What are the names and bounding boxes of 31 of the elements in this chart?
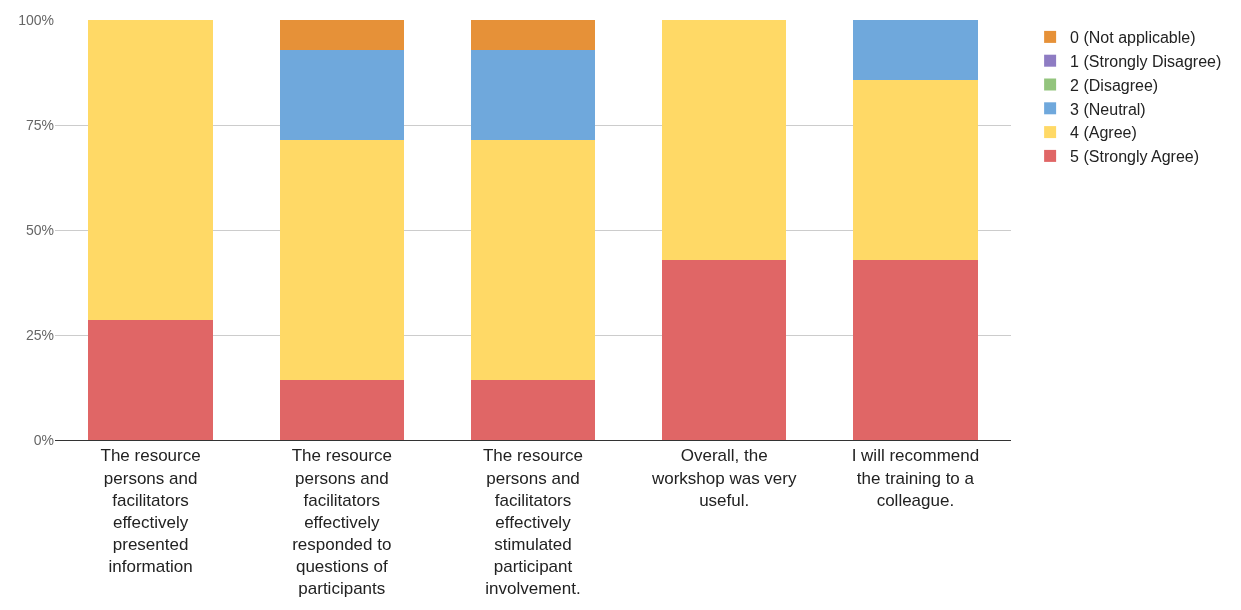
legend-label: 5 (Strongly Agree) [1070,148,1200,166]
bar [279,140,404,380]
legend-label: 0 (Not applicable) [1070,29,1196,47]
y-tick-label: 100% [18,11,54,28]
bar [470,20,596,51]
y-tick-label: 25% [25,326,54,343]
bar [853,259,978,440]
bar [88,319,213,440]
bar [470,50,596,141]
bar [470,140,596,380]
legend-label: 1 (Strongly Disagree) [1070,52,1222,70]
legend-label: 4 (Agree) [1070,124,1137,142]
bar [662,20,787,260]
x-tick-label: The resource persons and facilitators effectively presented information [100,446,201,576]
bar [853,20,978,80]
bar [279,50,404,141]
bar [279,379,404,440]
bar [279,20,404,51]
bar [470,379,596,440]
x-tick-label: The resource persons and facilitators effectively stimulated participant involvement. [482,446,584,598]
y-tick-label: 50% [25,221,54,238]
bar [853,79,978,260]
legend-label: 3 (Neutral) [1070,100,1146,118]
x-tick-label: The resource persons and facilitators effectively responded to questions of participants [291,446,392,598]
y-tick-label: 75% [25,116,54,133]
legend-label: 2 (Disagree) [1070,76,1159,94]
bar [662,259,787,440]
bar [88,20,213,320]
x-tick-label: Overall, the workshop was very useful. [650,446,797,510]
y-tick-label: 0% [33,431,54,448]
x-tick-label: I will recommend the training to a colleague. [851,446,980,510]
